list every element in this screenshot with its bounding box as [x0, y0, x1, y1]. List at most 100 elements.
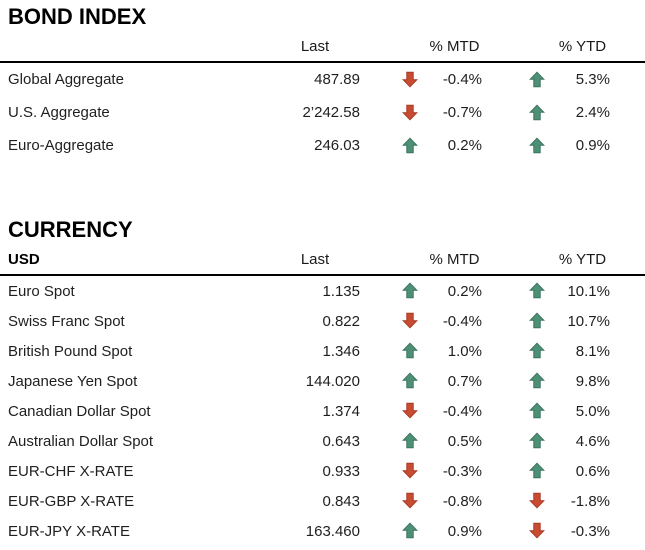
filler-cell: [612, 516, 645, 546]
ytd-value: -1.8%: [570, 492, 610, 510]
filler-cell: [612, 129, 645, 162]
mtd-arrow-cell: [362, 275, 425, 306]
instrument-name: Japanese Yen Spot: [8, 372, 138, 390]
last-value: 0.822: [322, 312, 360, 330]
column-header-ytd: % YTD: [553, 29, 612, 63]
currency-section: CURRENCY USD Last % MTD % YTD Euro Spot 1…: [0, 162, 645, 546]
column-header-last: Last: [268, 29, 362, 63]
up-arrow-icon: [529, 312, 545, 329]
instrument-name: EUR-CHF X-RATE: [8, 462, 134, 480]
filler-cell: [612, 426, 645, 456]
last-value: 1.374: [322, 402, 360, 420]
up-arrow-icon: [402, 432, 418, 449]
mtd-arrow-cell: [362, 336, 425, 366]
table-row: U.S. Aggregate 2’242.58 -0.7% 2.4%: [0, 96, 645, 129]
ytd-arrow-cell: [484, 275, 553, 306]
bond-index-table: Last % MTD % YTD Global Aggregate 487.89 -…: [0, 29, 645, 162]
instrument-name: Australian Dollar Spot: [8, 432, 154, 450]
table-row: Euro-Aggregate 246.03 0.2% 0.9%: [0, 129, 645, 162]
ytd-value: 0.9%: [575, 137, 610, 154]
ytd-value: 0.6%: [575, 462, 610, 480]
mtd-value: -0.3%: [442, 462, 482, 480]
ytd-value: 4.6%: [575, 432, 610, 450]
column-header-usd: USD: [0, 242, 268, 276]
ytd-arrow-cell: [484, 306, 553, 336]
ytd-arrow-cell: [484, 426, 553, 456]
last-value: 163.460: [305, 522, 360, 540]
down-arrow-icon: [529, 522, 545, 539]
ytd-value: 9.8%: [575, 372, 610, 390]
table-row: Euro Spot 1.135 0.2% 10.1%: [0, 275, 645, 306]
down-arrow-icon: [402, 462, 418, 479]
column-header-filler: [612, 29, 645, 63]
instrument-name: Euro Spot: [8, 282, 75, 300]
instrument-name: Global Aggregate: [8, 71, 124, 88]
last-value: 2’242.58: [302, 104, 360, 121]
table-row: EUR-JPY X-RATE 163.460 0.9% -0.3%: [0, 516, 645, 546]
last-value: 144.020: [305, 372, 360, 390]
table-row: British Pound Spot 1.346 1.0% 8.1%: [0, 336, 645, 366]
mtd-arrow-cell: [362, 96, 425, 129]
table-row: Global Aggregate 487.89 -0.4% 5.3%: [0, 62, 645, 96]
mtd-value: -0.4%: [442, 71, 482, 88]
up-arrow-icon: [529, 342, 545, 359]
mtd-value: -0.8%: [442, 492, 482, 510]
mtd-arrow-cell: [362, 456, 425, 486]
last-value: 246.03: [314, 137, 360, 154]
ytd-value: 5.0%: [575, 402, 610, 420]
instrument-name: EUR-GBP X-RATE: [8, 492, 135, 510]
mtd-value: 1.0%: [447, 342, 482, 360]
column-header-spacer: [362, 29, 425, 63]
bond-index-rows: Global Aggregate 487.89 -0.4% 5.3% U.S. Aggr…: [0, 62, 645, 162]
column-header-last: Last: [268, 242, 362, 276]
up-arrow-icon: [529, 462, 545, 479]
column-header-mtd: % MTD: [425, 29, 484, 63]
table-row: EUR-CHF X-RATE 0.933 -0.3% 0.6%: [0, 456, 645, 486]
instrument-name: Swiss Franc Spot: [8, 312, 125, 330]
table-row: Japanese Yen Spot 144.020 0.7% 9.8%: [0, 366, 645, 396]
filler-cell: [612, 486, 645, 516]
column-header-mtd: % MTD: [425, 242, 484, 276]
ytd-arrow-cell: [484, 456, 553, 486]
bond-index-title: BOND INDEX: [8, 4, 147, 29]
down-arrow-icon: [402, 71, 418, 88]
down-arrow-icon: [529, 492, 545, 509]
instrument-name: Euro-Aggregate: [8, 137, 114, 154]
filler-cell: [612, 336, 645, 366]
table-row: Australian Dollar Spot 0.643 0.5% 4.6%: [0, 426, 645, 456]
ytd-arrow-cell: [484, 129, 553, 162]
up-arrow-icon: [402, 522, 418, 539]
header-row: Last % MTD % YTD: [0, 29, 645, 63]
ytd-value: 8.1%: [575, 342, 610, 360]
last-value: 1.346: [322, 342, 360, 360]
ytd-arrow-cell: [484, 366, 553, 396]
last-value: 487.89: [314, 71, 360, 88]
mtd-arrow-cell: [362, 486, 425, 516]
mtd-value: -0.4%: [442, 402, 482, 420]
column-header-spacer: [362, 242, 425, 276]
up-arrow-icon: [402, 372, 418, 389]
filler-cell: [612, 456, 645, 486]
mtd-arrow-cell: [362, 516, 425, 546]
down-arrow-icon: [402, 492, 418, 509]
table-row: EUR-GBP X-RATE 0.843 -0.8% -1.8%: [0, 486, 645, 516]
up-arrow-icon: [529, 432, 545, 449]
filler-cell: [612, 366, 645, 396]
column-header-spacer: [484, 242, 553, 276]
ytd-value: -0.3%: [570, 522, 610, 540]
mtd-arrow-cell: [362, 426, 425, 456]
mtd-value: 0.2%: [447, 282, 482, 300]
mtd-value: 0.9%: [447, 522, 482, 540]
filler-cell: [612, 396, 645, 426]
mtd-value: 0.7%: [447, 372, 482, 390]
up-arrow-icon: [529, 104, 545, 120]
last-value: 0.843: [322, 492, 360, 510]
column-header-ytd: % YTD: [553, 242, 612, 276]
mtd-value: -0.7%: [442, 104, 482, 121]
instrument-name: British Pound Spot: [8, 342, 133, 360]
ytd-value: 10.1%: [567, 282, 610, 300]
column-header-spacer: [484, 29, 553, 63]
down-arrow-icon: [402, 312, 418, 329]
ytd-arrow-cell: [484, 396, 553, 426]
